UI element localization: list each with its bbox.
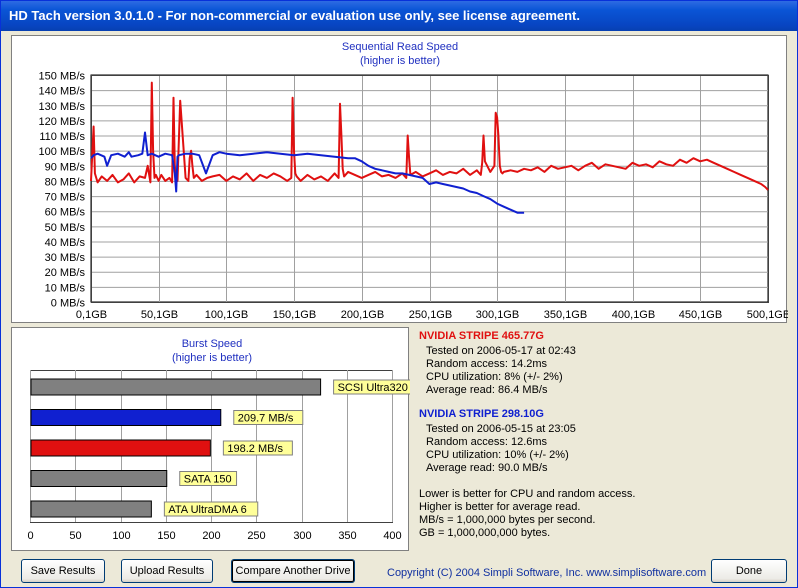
drive2-tested: Tested on 2006-05-15 at 23:05 (426, 423, 576, 435)
drive2-header: NVIDIA STRIPE 298.10G (419, 408, 544, 420)
burst-x-tick-label: 150 (157, 530, 175, 542)
x-tick-label: 150,1GB (273, 309, 316, 321)
burst-chart-subtitle: (higher is better) (171, 352, 253, 364)
note-average: Higher is better for average read. (419, 501, 581, 513)
burst-bar (30, 439, 211, 457)
burst-bar (30, 378, 322, 396)
burst-label-box (233, 410, 304, 425)
burst-x-tick-label: 300 (293, 530, 311, 542)
burst-x-tick-label: 0 (27, 530, 33, 542)
drive1-average: Average read: 86.4 MB/s (426, 384, 548, 396)
save-results-button[interactable]: Save Results (21, 559, 105, 583)
series-line-2 (90, 131, 525, 214)
burst-bar-label: ATA UltraDMA 6 (168, 504, 246, 516)
window-title: HD Tach version 3.0.1.0 - For non-commer… (1, 1, 797, 31)
drive1-header: NVIDIA STRIPE 465.77G (419, 330, 544, 342)
x-tick-label: 250,1GB (409, 309, 452, 321)
burst-bar-label: SCSI Ultra320 (338, 382, 408, 394)
y-tick-label: 10 MB/s (45, 282, 86, 294)
y-tick-label: 90 MB/s (45, 161, 86, 173)
burst-bar (30, 470, 168, 487)
drive2-cpu: CPU utilization: 10% (+/- 2%) (426, 449, 569, 461)
burst-bar-label: 209.7 MB/s (238, 413, 294, 425)
burst-x-tick-label: 350 (338, 530, 356, 542)
burst-x-tick-label: 100 (112, 530, 130, 542)
y-tick-label: 30 MB/s (45, 252, 86, 264)
x-tick-label: 50,1GB (141, 309, 178, 321)
drive1-tested: Tested on 2006-05-17 at 02:43 (426, 345, 576, 357)
y-tick-label: 140 MB/s (39, 86, 86, 98)
done-button[interactable]: Done (711, 559, 787, 583)
y-tick-label: 100 MB/s (39, 146, 86, 158)
burst-speed-chart: 0 50 100 150 200 250 300 350 400 SCSI Ultra320 209… (27, 370, 410, 542)
x-tick-label: 200,1GB (341, 309, 384, 321)
note-mbs: MB/s = 1,000,000 bytes per second. (419, 514, 596, 526)
burst-x-tick-label: 50 (69, 530, 81, 542)
drive1-cpu: CPU utilization: 8% (+/- 2%) (426, 371, 563, 383)
sequential-chart-subtitle: (higher is better) (359, 55, 441, 67)
burst-bar (30, 500, 152, 518)
plot-border (91, 75, 769, 303)
burst-label-box (333, 379, 410, 395)
burst-label-box (222, 440, 293, 456)
note-gb: GB = 1,000,000,000 bytes. (419, 527, 551, 539)
burst-label-box (179, 471, 238, 486)
burst-x-tick-label: 400 (383, 530, 401, 542)
x-tick-label: 0,1GB (76, 309, 107, 321)
x-tick-label: 500,1GB (747, 309, 788, 321)
y-tick-label: 60 MB/s (45, 207, 86, 219)
drive1-random-access: Random access: 14.2ms (426, 358, 548, 370)
drive2-random-access: Random access: 12.6ms (426, 436, 548, 448)
burst-chart-title: Burst Speed (181, 338, 243, 350)
y-tick-label: 20 MB/s (45, 267, 86, 279)
sequential-read-chart: 0 MB/s 10 MB/s 20 MB/s 30 MB/s 40 MB/s 50 MB/… (39, 71, 788, 322)
burst-label-box (163, 501, 259, 517)
y-tick-label: 50 MB/s (45, 222, 86, 234)
y-tick-label: 130 MB/s (39, 101, 86, 113)
burst-bar (30, 409, 222, 426)
copyright-text: Copyright (C) 2004 Simpli Software, Inc.… (387, 567, 707, 579)
x-tick-label: 300,1GB (476, 309, 519, 321)
series-line-1 (90, 81, 769, 191)
burst-chart-panel: Burst Speed (higher is better) 0 50 100 150… (11, 327, 410, 551)
y-tick-label: 110 MB/s (39, 131, 85, 143)
drive2-average: Average read: 90.0 MB/s (426, 462, 548, 474)
y-tick-label: 40 MB/s (45, 237, 86, 249)
x-tick-label: 400,1GB (612, 309, 655, 321)
x-tick-label: 450,1GB (679, 309, 722, 321)
sequential-chart-title: Sequential Read Speed (341, 41, 459, 53)
sequential-chart-panel: Sequential Read Speed (higher is better)… (11, 35, 788, 323)
plot-area (90, 74, 769, 303)
burst-bar-label: 198.2 MB/s (227, 443, 283, 455)
compare-another-drive-button[interactable]: Compare Another Drive (231, 559, 355, 583)
burst-x-tick-label: 200 (202, 530, 220, 542)
x-tick-label: 350,1GB (544, 309, 587, 321)
burst-x-tick-label: 250 (247, 530, 265, 542)
y-tick-label: 70 MB/s (45, 192, 86, 204)
y-tick-label: 150 MB/s (39, 71, 86, 83)
results-info: NVIDIA STRIPE 465.77G Tested on 2006-05-… (415, 327, 787, 551)
burst-bar-label: SATA 150 (184, 474, 232, 486)
x-tick-label: 100,1GB (205, 309, 248, 321)
upload-results-button[interactable]: Upload Results (121, 559, 213, 583)
y-tick-label: 0 MB/s (51, 298, 86, 310)
note-cpu: Lower is better for CPU and random acces… (419, 488, 636, 500)
y-tick-label: 80 MB/s (45, 176, 86, 188)
y-tick-label: 120 MB/s (39, 116, 86, 128)
